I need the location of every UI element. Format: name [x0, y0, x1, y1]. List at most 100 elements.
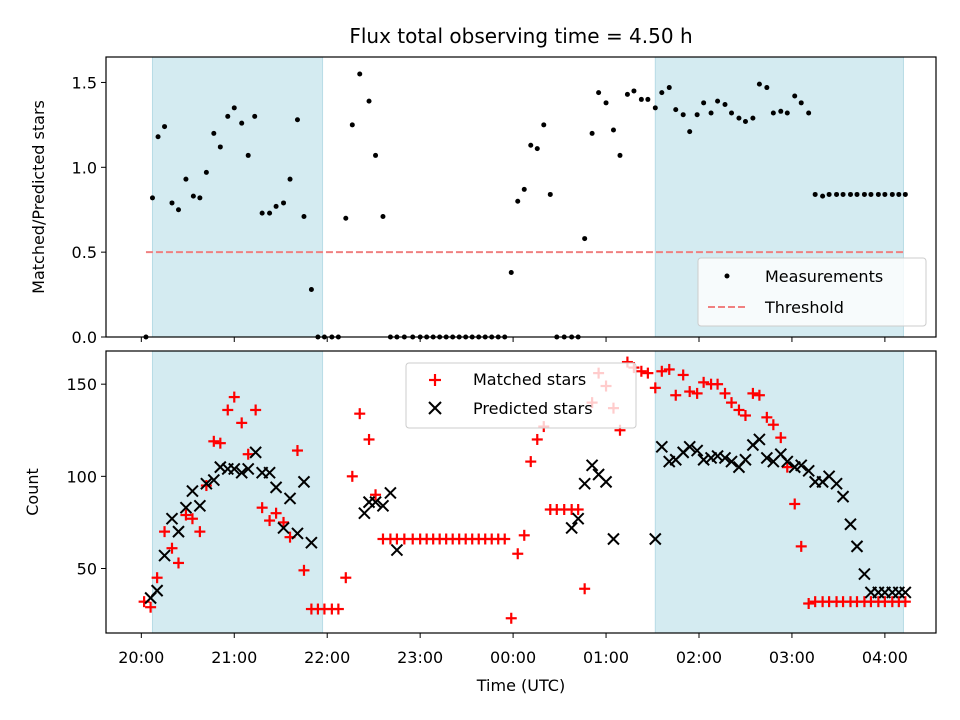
measurement-point: [902, 191, 908, 197]
measurement-point: [521, 186, 527, 192]
predicted-star-point: [830, 477, 843, 490]
measurement-point: [245, 152, 251, 158]
predicted-star-point: [249, 446, 262, 459]
top-y-tick-label: 1.5: [72, 73, 97, 92]
predicted-star-point-b: [277, 521, 290, 535]
predicted-star-point-b: [697, 453, 710, 466]
legend-measurements-label: Measurements: [765, 267, 883, 286]
matched-star-point: [236, 417, 248, 429]
matched-star-point: [499, 533, 511, 545]
bottom-x-tick-label: 01:00: [583, 648, 629, 667]
matched-star-point: [145, 601, 157, 613]
measurement-point: [343, 215, 349, 221]
measurement-point: [281, 200, 287, 206]
predicted-star-point: [207, 473, 221, 487]
predicted-star-point-b: [214, 460, 227, 474]
predicted-star-point: [390, 543, 404, 557]
predicted-star-point-b: [249, 446, 262, 459]
matched-star-point: [733, 404, 745, 416]
predicted-star-point: [599, 475, 613, 489]
measurement-point: [211, 130, 217, 136]
predicted-star-point: [844, 518, 857, 531]
measurement-point: [294, 117, 300, 123]
measurement-point: [301, 214, 307, 220]
measurement-point: [764, 85, 770, 91]
matched-star-point: [579, 583, 591, 595]
measurement-point: [610, 127, 616, 133]
predicted-star-point: [578, 477, 591, 490]
measurement-point: [380, 214, 386, 220]
chart-title: Flux total observing time = 4.50 h: [349, 24, 692, 48]
predicted-star-point-b: [739, 453, 752, 466]
predicted-star-points: [144, 433, 912, 605]
matched-star-point: [761, 411, 773, 423]
measurement-point: [175, 207, 181, 213]
matched-star-point: [656, 365, 668, 377]
predicted-star-point-b: [305, 536, 318, 549]
predicted-star-point: [358, 506, 371, 520]
predicted-star-point: [850, 540, 864, 553]
predicted-star-point: [760, 451, 774, 465]
predicted-star-point-b: [193, 499, 207, 513]
matched-star-point: [795, 540, 807, 552]
predicted-star-point: [263, 466, 276, 479]
bottom-panel: 50 100 150 20:00 21:00 22:00 23:00 00:00 01:00 0…: [23, 350, 937, 695]
predicted-star-point: [781, 455, 794, 468]
predicted-star-point-b: [228, 462, 241, 476]
matched-star-point: [572, 504, 584, 516]
predicted-star-point: [369, 495, 382, 509]
measurement-point: [736, 115, 742, 121]
matched-star-point: [781, 461, 793, 473]
bottom-x-tick-label: 22:00: [304, 648, 350, 667]
predicted-star-point: [690, 444, 704, 457]
predicted-star-point: [725, 455, 738, 468]
measurement-point: [715, 98, 721, 104]
predicted-star-point-b: [836, 490, 850, 503]
matched-star-point: [340, 572, 352, 584]
measurement-point: [231, 105, 237, 111]
measurement-point: [155, 134, 161, 140]
predicted-star-point: [241, 462, 255, 476]
measurement-point: [798, 100, 804, 106]
measurement-point: [617, 152, 623, 158]
matched-star-point: [525, 456, 537, 468]
matched-star-point: [354, 408, 366, 420]
matched-star-point: [684, 386, 696, 398]
matched-star-point: [775, 432, 787, 444]
measurement-point: [896, 191, 902, 197]
legend-x-marker: [428, 401, 442, 415]
predicted-star-point-b: [269, 481, 283, 494]
predicted-star-point: [158, 549, 171, 562]
matched-star-point: [186, 513, 198, 525]
matched-star-point: [346, 470, 358, 482]
predicted-star-point: [858, 567, 871, 581]
measurement-point: [708, 110, 714, 116]
matched-star-point: [194, 526, 206, 538]
measurement-point: [603, 100, 609, 106]
matched-star-point: [803, 598, 815, 610]
matched-star-point: [670, 389, 682, 401]
predicted-star-point-b: [158, 549, 171, 562]
measurement-point: [840, 191, 846, 197]
matched-star-point: [677, 369, 689, 381]
matched-star-point: [789, 498, 801, 510]
bottom-x-tick-label: 21:00: [211, 648, 257, 667]
predicted-star-point: [186, 484, 199, 498]
bottom-legend-box: [405, 362, 637, 429]
matched-star-point: [505, 612, 517, 624]
measurement-point: [645, 96, 651, 102]
measurement-point: [792, 93, 798, 99]
predicted-star-point-b: [165, 512, 179, 525]
predicted-star-point-b: [186, 484, 199, 498]
measurement-point: [169, 200, 175, 206]
predicted-star-point-b: [390, 543, 404, 557]
measurement-point: [217, 144, 223, 150]
measurement-point: [528, 142, 534, 148]
predicted-star-point-b: [822, 470, 836, 483]
matched-star-point: [228, 391, 240, 403]
x-axis-label: Time (UTC): [476, 676, 565, 695]
bottom-shaded-region-0: [151, 350, 324, 634]
legend-measurement-marker: [724, 273, 730, 279]
predicted-star-point: [795, 459, 808, 472]
measurement-point: [589, 130, 595, 136]
